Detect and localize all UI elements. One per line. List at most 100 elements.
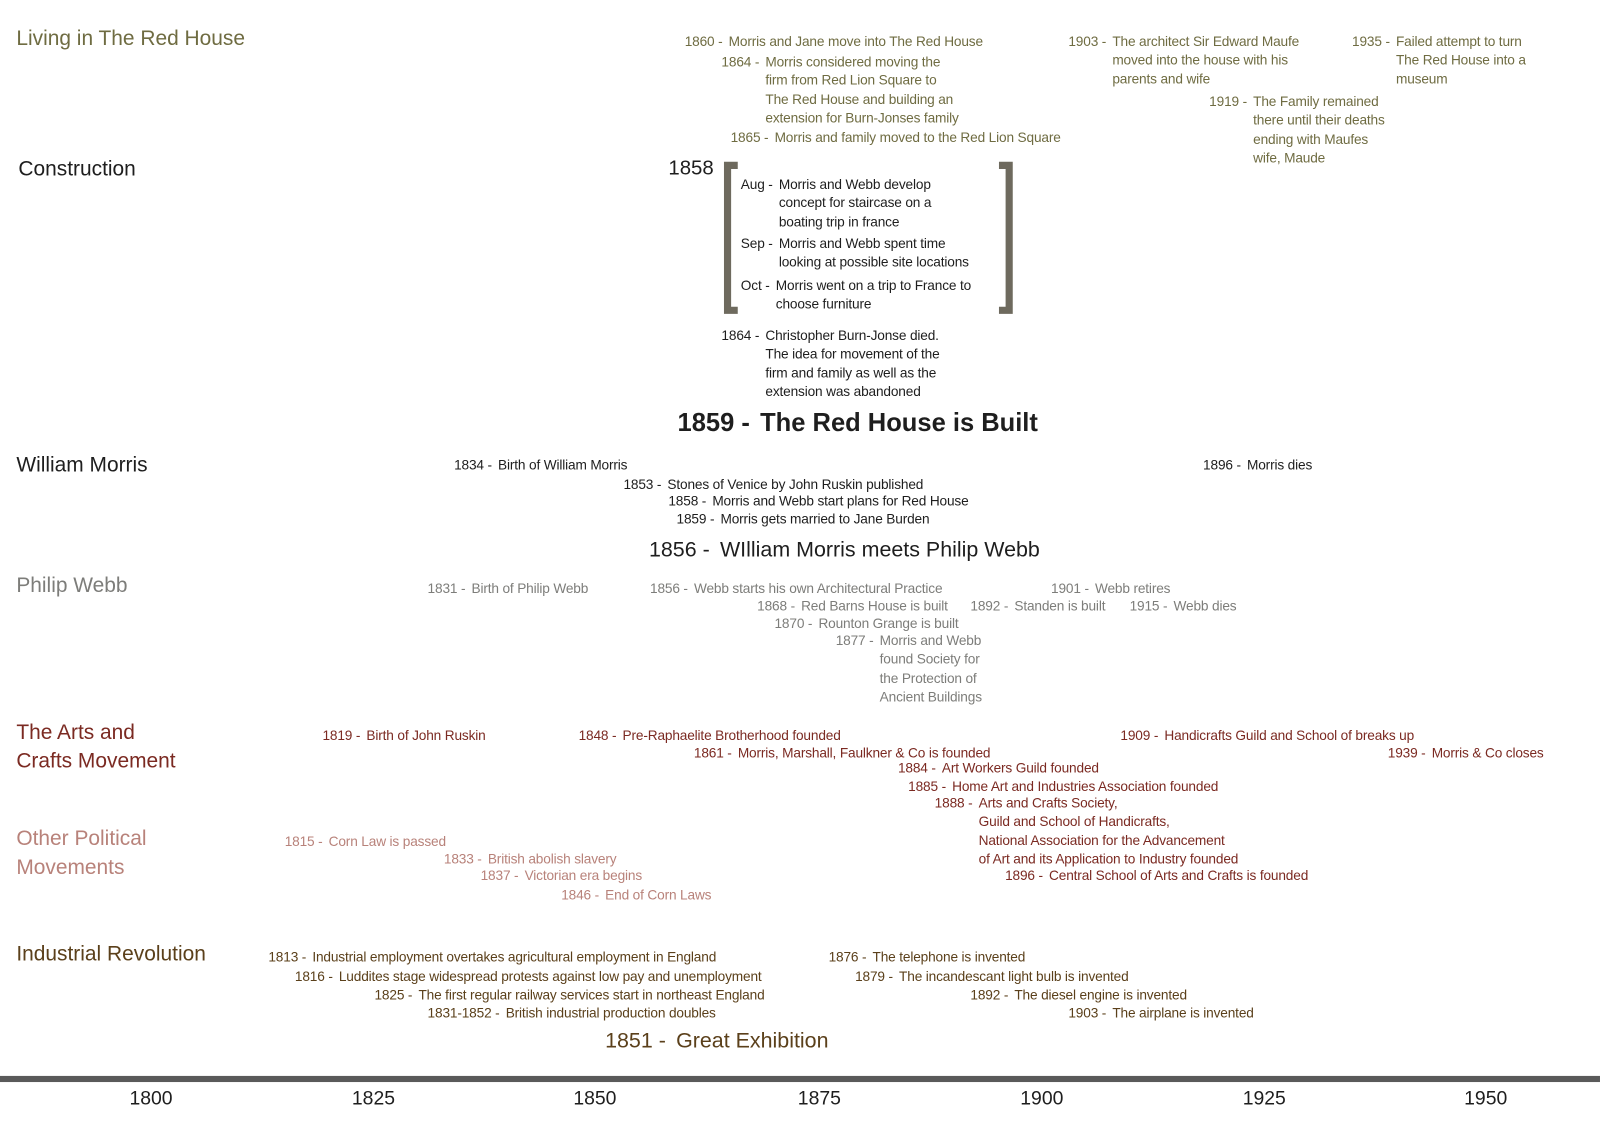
lane-label: Living in The Red House — [16, 24, 245, 53]
event-year: 1901 - — [1051, 580, 1089, 597]
event: 1919 - The Family remained there until the… — [1209, 93, 1385, 168]
headline: 1851 - Great Exhibition — [605, 1029, 828, 1053]
event: 1939 - Morris & Co closes — [1388, 744, 1544, 763]
event-year: 1864 - — [721, 54, 760, 70]
event: 1865 - Morris and family moved to the Red… — [731, 129, 1061, 148]
event-line: Morris and Webb start plans for Red Hous… — [712, 493, 969, 509]
event: 1825 - The first regular railway services… — [374, 986, 764, 1005]
event-line: ending with Maufes — [1253, 131, 1369, 147]
event-text: Morris considered moving the firm from Re… — [765, 53, 958, 128]
event-line: Industrial employment overtakes agricult… — [312, 949, 717, 965]
event-line: the Protection of — [879, 670, 977, 686]
event-year: 1884 - — [897, 760, 936, 776]
bracket-left — [723, 161, 738, 314]
event-year: 1834 - — [454, 457, 492, 473]
event-line: The Family remained — [1253, 93, 1379, 110]
event-text: Morris, Marshall, Faulkner & Co is found… — [738, 744, 991, 763]
event-line: Guild and School of Handicrafts, — [978, 813, 1170, 830]
event-year: 1861 - — [693, 745, 732, 761]
event-line: Birth of William Morris — [498, 457, 628, 473]
lane-label: Philip Webb — [16, 572, 127, 601]
event-text: Handicrafts Guild and School of breaks u… — [1164, 727, 1414, 746]
event-year: 1825 - — [374, 987, 413, 1003]
event-line: Pre-Raphaelite Brotherhood founded — [622, 727, 841, 744]
event-line: boating trip in france — [778, 214, 900, 230]
event-line: Christopher Burn-Jonse died. — [765, 327, 939, 343]
event-year: Aug - — [740, 176, 773, 192]
event: 1834 - Birth of William Morris — [454, 456, 627, 475]
event-year: 1815 - — [284, 833, 323, 850]
axis-tick-label: 1925 — [1242, 1088, 1286, 1110]
event: 1896 - Central School of Arts and Crafts … — [1005, 867, 1308, 886]
event-year: 1858 - — [668, 493, 707, 509]
event-line: Red Barns House is built — [801, 598, 948, 614]
event-text: Morris and Webb develop concept for stair… — [778, 176, 932, 232]
lane-label-line: Living in The Red House — [16, 26, 246, 51]
event-text: Morris and family moved to the Red Lion … — [775, 129, 1061, 148]
event-year: 1892 - — [970, 598, 1009, 614]
headline-year: 1851 - — [605, 1028, 666, 1053]
lane-label: Other Political Movements — [16, 825, 146, 882]
lane-label-line: Philip Webb — [16, 573, 128, 598]
event: 1813 - Industrial employment overtakes ag… — [268, 948, 716, 967]
event: 1837 - Victorian era begins — [480, 867, 643, 886]
event: 1815 - Corn Law is passed — [285, 833, 446, 852]
event-line: The architect Sir Edward Maufe — [1112, 33, 1300, 49]
event-year: 1939 - — [1387, 745, 1426, 761]
event: 1848 - Pre-Raphaelite Brotherhood founded — [579, 727, 841, 746]
event: 1870 - Rounton Grange is built — [774, 615, 958, 634]
event-text: Webb starts his own Architectural Practi… — [693, 580, 943, 599]
event-line: Handicrafts Guild and School of breaks u… — [1164, 727, 1415, 744]
event-year: 1833 - — [443, 851, 482, 867]
event-line: National Association for the Advancement — [978, 832, 1225, 849]
event-text: Morris gets married to Jane Burden — [720, 510, 929, 529]
event-year: 1846 - — [561, 887, 600, 903]
event-line: wife, Maude — [1253, 150, 1326, 166]
event-line: Webb starts his own Architectural Practi… — [693, 580, 943, 597]
event-line: Webb dies — [1173, 598, 1237, 614]
event-line: Morris and Jane move into The Red House — [728, 33, 983, 49]
lane-label: The Arts and Crafts Movement — [16, 719, 175, 776]
event: 1846 - End of Corn Laws — [561, 886, 711, 905]
event-line: extension for Burn-Jonses family — [765, 110, 959, 126]
event-line: Morris & Co closes — [1431, 745, 1544, 761]
event-line: museum — [1395, 71, 1448, 87]
month-entry: Aug - Morris and Webb develop concept for … — [741, 176, 932, 232]
event-year: 1837 - — [480, 867, 519, 883]
event-text: Red Barns House is built — [801, 597, 948, 616]
headline-text: WIlliam Morris meets Philip Webb — [719, 537, 1040, 562]
event-line: Morris and Webb spent time — [778, 235, 946, 252]
axis-tick-label: 1900 — [1020, 1088, 1064, 1110]
event-year: Oct - — [740, 277, 770, 293]
event-text: Victorian era begins — [525, 867, 643, 886]
event: 1831-1852 - British industrial production… — [428, 1004, 716, 1023]
event-line: The airplane is invented — [1112, 1005, 1254, 1021]
event-year: 1919 - — [1209, 93, 1248, 110]
event-line: concept for staircase on a — [778, 195, 932, 211]
event-line: Stones of Venice by John Ruskin publishe… — [667, 476, 924, 493]
event-line: Home Art and Industries Association foun… — [952, 778, 1219, 795]
lane-label-line: Crafts Movement — [16, 749, 176, 773]
event-text: Morris dies — [1247, 456, 1312, 475]
event: 1896 - Morris dies — [1203, 456, 1312, 475]
event-line: Morris and Webb develop — [778, 176, 931, 192]
event-year: 1870 - — [774, 615, 813, 631]
event-text: Morris and Webb found Society for the Prot… — [880, 632, 982, 707]
event-year: 1848 - — [578, 727, 617, 744]
event-year: 1860 - — [684, 33, 723, 49]
event-year: 1888 - — [934, 795, 973, 811]
event-text: Webb dies — [1174, 597, 1237, 616]
event-year: 1856 - — [649, 580, 688, 597]
event-line: Failed attempt to turn — [1395, 33, 1522, 49]
event-year: 1853 - — [623, 476, 662, 493]
event-line: The Red House and building an — [765, 91, 954, 107]
event-year: 1879 - — [855, 968, 893, 985]
axis-tick-label: 1950 — [1464, 1088, 1508, 1110]
month-entry: Oct - Morris went on a trip to France to c… — [741, 277, 971, 315]
event-line: Morris and Webb — [879, 632, 982, 649]
event-line: Birth of John Ruskin — [366, 727, 486, 744]
headline-year: 1856 - — [648, 537, 710, 562]
